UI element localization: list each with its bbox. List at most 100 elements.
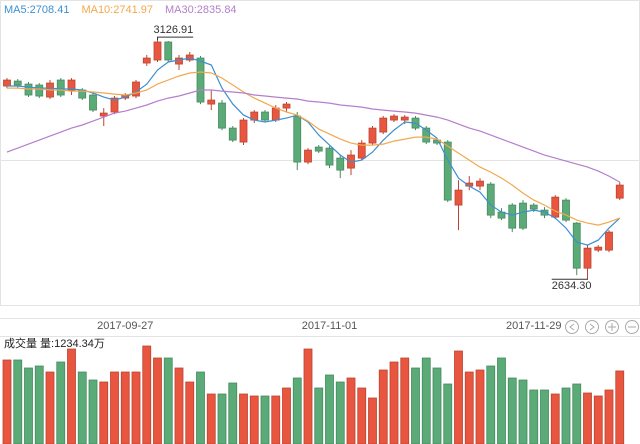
candle-body [443, 141, 452, 201]
annotation: 2634.30 [552, 280, 592, 292]
candle-body [218, 102, 226, 129]
candle-body [368, 127, 377, 144]
zoom-buttons [565, 320, 639, 334]
volume-bar [432, 367, 442, 444]
volume-bar [314, 387, 324, 444]
volume-bar [507, 377, 517, 444]
volume-bar [13, 359, 23, 444]
volume-bar [593, 395, 603, 444]
zoom-in-button[interactable] [605, 320, 619, 334]
back-button[interactable] [565, 320, 579, 334]
candle-body [99, 112, 108, 117]
candle-body [35, 84, 44, 97]
volume-bar [561, 387, 571, 444]
annotation: 3126.91 [154, 24, 194, 36]
candle-body [282, 103, 291, 109]
candle-body [314, 146, 323, 152]
candle-body [304, 149, 312, 163]
legend-entry: MA10:2741.97 [81, 4, 153, 16]
volume-bar [400, 357, 410, 444]
volume-bar [464, 371, 474, 444]
volume-bar [34, 365, 44, 444]
price-panel [0, 0, 640, 306]
x-tick-label: 2017-11-01 [302, 320, 357, 332]
volume-bar [163, 357, 173, 444]
candle-body [13, 80, 22, 86]
volume-bar [292, 377, 302, 444]
candle-body [239, 119, 248, 143]
x-tick-label: 2017-11-29 [506, 320, 561, 332]
volume-bar [56, 361, 66, 444]
candle-body [605, 231, 613, 251]
volume-bar [518, 379, 528, 444]
forward-button[interactable] [585, 320, 599, 334]
volume-bar [454, 350, 463, 444]
candle-body [56, 79, 65, 96]
volume-bar [110, 371, 119, 444]
volume-bar [271, 395, 281, 444]
candle-body [476, 180, 484, 187]
candle-body [422, 127, 431, 143]
candle-body [325, 147, 334, 166]
volume-bar [529, 389, 539, 444]
candle-body [519, 202, 527, 229]
volume-bar [486, 365, 496, 444]
candle-body [196, 57, 205, 103]
volume-bar [421, 357, 431, 444]
volume-bar [88, 379, 98, 444]
candle-body [164, 41, 173, 61]
volume-bar [77, 371, 87, 444]
candle-body [562, 199, 570, 221]
volume-bar [249, 395, 259, 444]
volume-bar [615, 370, 625, 444]
volume-bar [303, 348, 313, 444]
volume-bar [497, 357, 506, 444]
candle-body [153, 41, 162, 61]
volume-bar [346, 377, 356, 444]
candle-body [336, 157, 345, 171]
volume-bar [572, 383, 582, 444]
volume-bar [217, 393, 227, 444]
volume-bar [443, 383, 453, 444]
volume-bar [282, 387, 291, 444]
volume-bar [368, 397, 377, 444]
volume-bar [120, 371, 130, 444]
volume-label: 成交量 量:1234.34万 [4, 336, 105, 350]
volume-bar [389, 361, 399, 444]
volume-bar [24, 367, 33, 444]
volume-bar [45, 371, 55, 444]
volume-bar [185, 381, 195, 444]
annotation-line [551, 278, 588, 280]
volume-bar [153, 357, 162, 444]
volume-bar [142, 345, 152, 444]
volume-bar [174, 367, 184, 444]
candle-body [271, 107, 280, 121]
volume-bar [206, 393, 216, 444]
volume-bar [357, 387, 367, 444]
candle-body [508, 204, 517, 229]
volume-bar [67, 348, 76, 444]
candle-body [400, 116, 409, 121]
volume-bar [196, 371, 205, 444]
candle-body [379, 117, 388, 133]
volume-bar [239, 393, 248, 444]
candle-body [293, 115, 302, 163]
candle-body [529, 204, 538, 210]
candle-body [357, 142, 366, 159]
zoom-out-button[interactable] [625, 320, 639, 334]
volume-bar [411, 367, 420, 444]
candle-body [486, 183, 495, 216]
volume-bar [475, 369, 485, 444]
annotation-line [157, 36, 194, 41]
ma-line [7, 71, 621, 226]
volume-bar [228, 382, 238, 444]
candle-body [207, 99, 216, 105]
ma-line [7, 57, 621, 246]
volume-bar [378, 369, 388, 444]
candle-body [390, 115, 398, 121]
candle-body [261, 111, 269, 121]
volume-bar [540, 389, 549, 444]
volume-bar [550, 393, 560, 444]
volume-bar [335, 381, 345, 444]
